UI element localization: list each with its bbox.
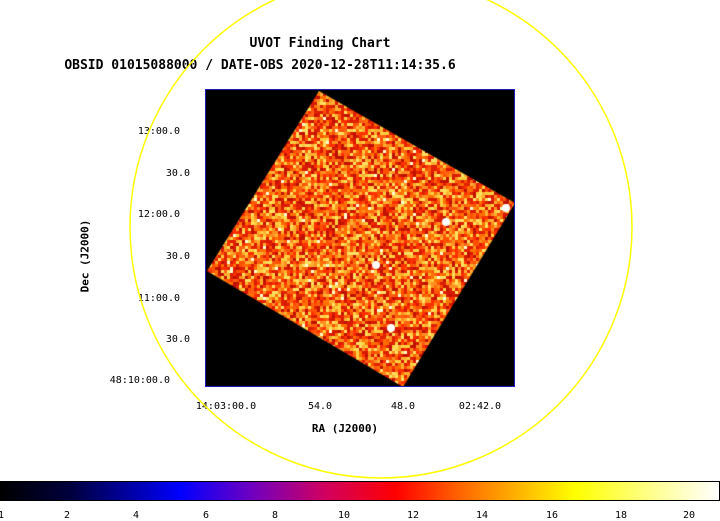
ra-tick-label: 54.0 (307, 401, 333, 412)
colorbar-tick: 1 (0, 510, 5, 521)
chart-title: UVOT Finding Chart (249, 36, 391, 51)
dec-tick-label: 12:00.0 (137, 209, 180, 220)
colorbar-tick: 20 (682, 510, 696, 521)
image-panel (205, 89, 515, 387)
colorbar-tick: 2 (63, 510, 71, 521)
colorbar-tick: 4 (132, 510, 140, 521)
colorbar-tick: 12 (406, 510, 420, 521)
dec-tick-label: 48:10:00.0 (109, 375, 170, 386)
dec-tick-label: 30.0 (165, 334, 190, 345)
uvot-image (206, 90, 514, 386)
dec-tick-label: 30.0 (165, 168, 190, 179)
ra-axis-label: RA (J2000) (311, 422, 379, 435)
colorbar (0, 481, 720, 501)
colorbar-tick: 16 (545, 510, 559, 521)
ra-tick-label: 48.0 (390, 401, 416, 412)
colorbar-tick: 14 (475, 510, 489, 521)
colorbar-tick: 8 (271, 510, 279, 521)
colorbar-tick: 10 (337, 510, 351, 521)
ra-tick-label: 14:03:00.0 (195, 401, 257, 412)
dec-tick-label: 30.0 (165, 251, 190, 262)
dec-tick-label: 11:00.0 (137, 293, 180, 304)
dec-axis-label: Dec (J2000) (78, 219, 92, 293)
ra-tick-label: 02:42.0 (458, 401, 502, 412)
colorbar-tick: 6 (202, 510, 210, 521)
dec-tick-label: 13:00.0 (137, 126, 180, 137)
chart-subtitle: OBSID 01015088000 / DATE-OBS 2020-12-28T… (64, 58, 456, 73)
colorbar-tick: 18 (614, 510, 628, 521)
